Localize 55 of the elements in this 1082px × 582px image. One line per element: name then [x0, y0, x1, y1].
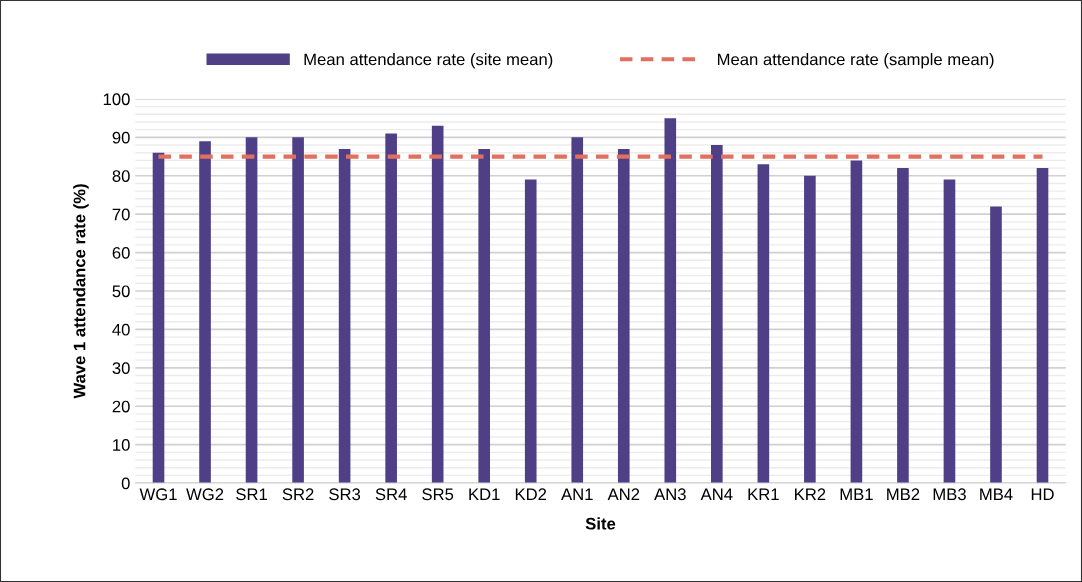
bar	[897, 168, 909, 484]
y-tick-label: 70	[112, 208, 130, 221]
x-tick-label: AN1	[561, 488, 593, 500]
x-tick-label: MB3	[933, 488, 966, 501]
x-tick-label: SR1	[236, 488, 267, 501]
bar	[1036, 168, 1049, 484]
y-tick-label: 0	[121, 477, 130, 490]
bar	[804, 175, 816, 484]
bar	[850, 160, 863, 484]
y-tick-label: 100	[103, 93, 130, 106]
y-tick-label: 90	[112, 131, 130, 144]
x-tick-label: SR2	[282, 488, 314, 501]
bar	[664, 118, 677, 484]
bar	[199, 141, 211, 484]
bar	[478, 148, 491, 484]
bar	[385, 133, 397, 484]
x-tick-label: KR1	[748, 488, 779, 500]
y-tick-label: 40	[112, 323, 130, 336]
x-tick-label: SR4	[375, 488, 407, 501]
bar	[943, 179, 956, 484]
x-tick-label: SR5	[422, 488, 454, 501]
x-tick-label: AN4	[700, 488, 733, 500]
bar	[431, 125, 444, 484]
y-tick-label: 60	[112, 246, 130, 259]
x-tick-label: SR3	[329, 488, 361, 501]
legend-label: Mean attendance rate (site mean)	[304, 53, 553, 69]
bar	[571, 137, 584, 484]
x-tick-label: MB1	[840, 488, 873, 500]
y-tick-label: 10	[113, 439, 130, 451]
x-tick-label: MB4	[980, 488, 1013, 500]
x-tick-label: KD2	[515, 488, 547, 500]
y-tick-label: 30	[112, 362, 130, 375]
x-tick-label: WG2	[186, 488, 224, 501]
bar	[711, 145, 723, 484]
bar	[757, 164, 770, 484]
x-tick-label: KR2	[795, 488, 826, 500]
bar	[617, 148, 630, 484]
y-tick-label: 50	[112, 285, 130, 298]
x-tick-label: MB2	[887, 488, 920, 500]
x-tick-label: KD1	[469, 488, 500, 500]
bar	[338, 148, 351, 484]
x-tick-label: HD	[1031, 488, 1054, 500]
x-tick-label: WG1	[139, 488, 177, 501]
x-tick-label: AN2	[607, 488, 640, 500]
bar	[524, 179, 537, 484]
bar	[990, 206, 1002, 484]
x-tick-label: AN3	[654, 488, 686, 501]
y-tick-label: 80	[112, 170, 130, 182]
bar	[292, 137, 304, 484]
y-tick-label: 20	[112, 400, 130, 413]
y-axis-title: Wave 1 attendance rate (%)	[73, 184, 89, 399]
legend-label: Mean attendance rate (sample mean)	[717, 53, 994, 69]
bar	[245, 137, 258, 484]
bar	[152, 152, 165, 484]
x-axis-title: Site	[585, 517, 616, 530]
